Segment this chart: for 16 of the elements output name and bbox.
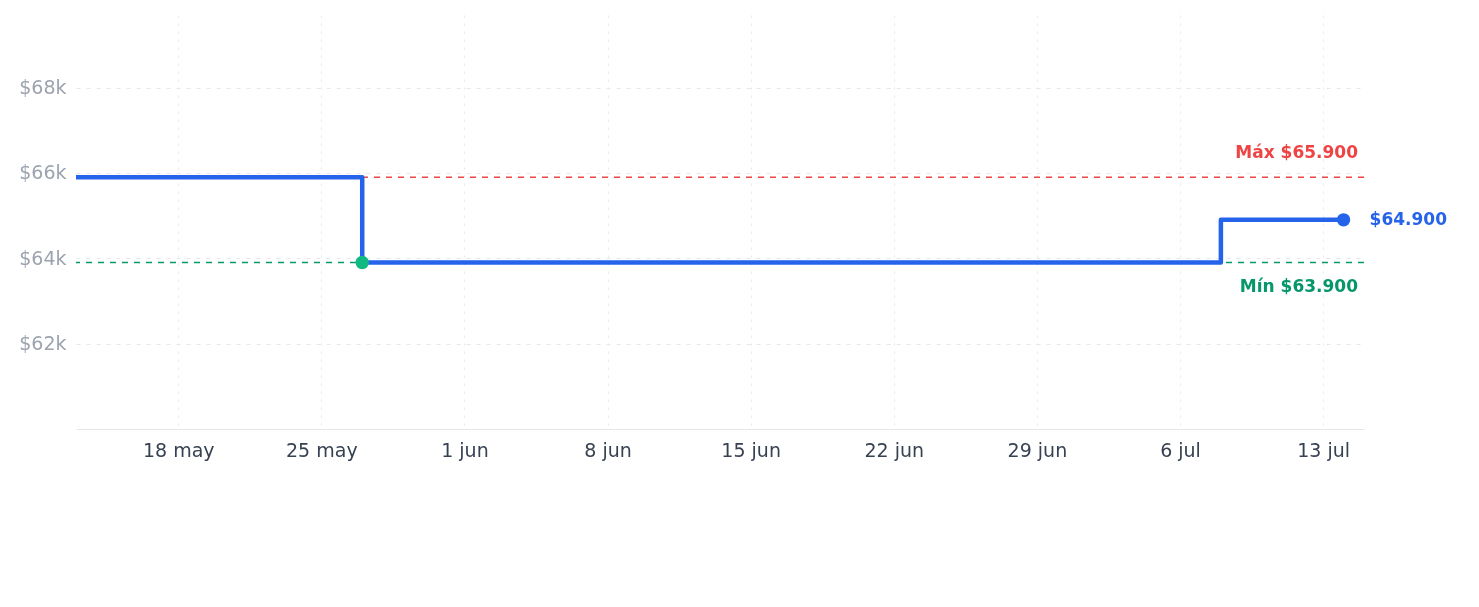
x-tick-label: 29 jun [1007, 438, 1068, 461]
x-tick-label: 18 may [142, 438, 215, 461]
x-tick-label: 15 jun [721, 438, 781, 461]
x-tick-label: 1 jun [441, 438, 489, 461]
y-tick-label: $68k [19, 76, 67, 99]
y-tick-label: $64k [19, 246, 67, 269]
x-tick-label: 6 jul [1160, 438, 1201, 461]
x-tick-label: 25 may [286, 438, 358, 461]
ref-line-label: Máx $65.900 [1235, 142, 1359, 163]
x-tick-label: 22 jun [864, 438, 925, 461]
annotation: $64.900 [1369, 208, 1448, 229]
x-tick-label: 13 jul [1297, 438, 1351, 461]
y-tick-label: $62k [19, 332, 67, 355]
x-tick-label: 8 jun [584, 438, 632, 461]
ref-line-label: Mín $63.900 [1239, 275, 1359, 296]
y-tick-label: $66k [19, 161, 67, 184]
